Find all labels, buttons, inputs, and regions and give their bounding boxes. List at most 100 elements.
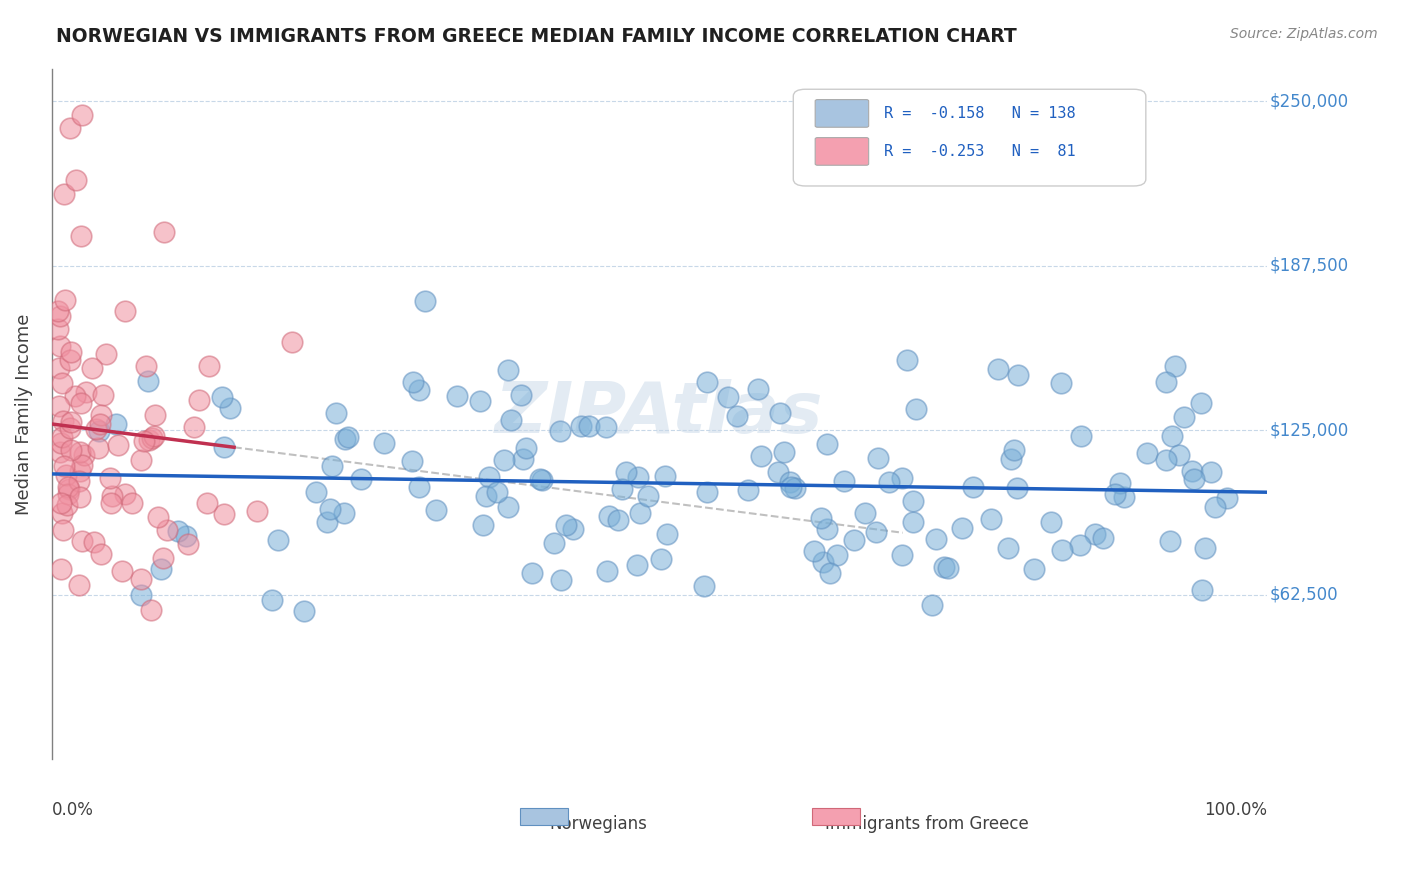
Point <box>325 406 347 420</box>
Point <box>515 441 537 455</box>
Point <box>292 604 315 618</box>
Point <box>84 422 107 436</box>
Point <box>373 435 395 450</box>
Point <box>51 436 73 450</box>
Point <box>69 444 91 458</box>
Point <box>1160 429 1182 443</box>
Point <box>337 430 360 444</box>
Point <box>51 506 73 520</box>
Point <box>468 394 491 409</box>
Point <box>67 474 90 488</box>
Point <box>138 434 160 448</box>
Point <box>87 424 110 438</box>
Point <box>141 603 163 617</box>
Point <box>114 303 136 318</box>
Point <box>305 485 328 500</box>
Point <box>415 294 437 309</box>
Point <box>48 445 70 459</box>
Point <box>149 561 172 575</box>
Point <box>550 573 572 587</box>
Point <box>65 173 87 187</box>
Point <box>197 496 219 510</box>
Point <box>1189 396 1212 410</box>
Point <box>146 509 169 524</box>
Point <box>58 482 80 496</box>
Point <box>925 533 948 547</box>
Point <box>628 506 651 520</box>
Point <box>83 534 105 549</box>
Point <box>773 445 796 459</box>
Point <box>153 226 176 240</box>
Point <box>219 401 242 416</box>
Point <box>60 442 83 457</box>
Point <box>402 375 425 389</box>
Point <box>779 475 801 490</box>
Point <box>136 374 159 388</box>
Point <box>578 418 600 433</box>
Point <box>543 536 565 550</box>
Point <box>997 541 1019 556</box>
Point <box>1092 532 1115 546</box>
Text: Source: ZipAtlas.com: Source: ZipAtlas.com <box>1230 27 1378 41</box>
Point <box>478 469 501 483</box>
Point <box>803 543 825 558</box>
Point <box>901 494 924 508</box>
Point <box>932 560 955 574</box>
Point <box>53 458 76 473</box>
Point <box>1052 543 1074 558</box>
Point <box>1159 533 1181 548</box>
Point <box>717 390 740 404</box>
Point <box>529 472 551 486</box>
Point <box>1215 491 1237 505</box>
Text: $125,000: $125,000 <box>1270 421 1350 440</box>
Point <box>868 450 890 465</box>
Point <box>281 334 304 349</box>
Point <box>1104 486 1126 500</box>
Point <box>59 120 82 135</box>
Point <box>1108 476 1130 491</box>
Point <box>1136 446 1159 460</box>
Text: Norwegians: Norwegians <box>550 814 648 833</box>
Point <box>152 551 174 566</box>
Point <box>1191 583 1213 598</box>
Text: Immigrants from Greece: Immigrants from Greece <box>825 814 1029 833</box>
Point <box>1005 481 1028 495</box>
Point <box>1181 464 1204 478</box>
Point <box>129 572 152 586</box>
Point <box>141 431 163 445</box>
Point <box>104 417 127 431</box>
Point <box>121 496 143 510</box>
Point <box>56 487 79 501</box>
Point <box>783 481 806 495</box>
Point <box>246 504 269 518</box>
Point <box>51 376 73 391</box>
Point <box>1070 429 1092 443</box>
Point <box>63 389 86 403</box>
Point <box>446 389 468 403</box>
Point <box>980 512 1002 526</box>
Point <box>96 347 118 361</box>
Point <box>100 496 122 510</box>
Point <box>844 533 866 548</box>
Point <box>747 382 769 396</box>
Point <box>1002 442 1025 457</box>
Point <box>55 467 77 482</box>
Point <box>101 489 124 503</box>
Text: 0.0%: 0.0% <box>52 801 94 819</box>
Point <box>132 434 155 448</box>
Point <box>815 437 838 451</box>
Text: $62,500: $62,500 <box>1270 586 1339 604</box>
Point <box>70 229 93 244</box>
Point <box>595 420 617 434</box>
Point <box>70 458 93 473</box>
Text: NORWEGIAN VS IMMIGRANTS FROM GREECE MEDIAN FAMILY INCOME CORRELATION CHART: NORWEGIAN VS IMMIGRANTS FROM GREECE MEDI… <box>56 27 1017 45</box>
FancyBboxPatch shape <box>793 89 1146 186</box>
Point <box>49 496 72 510</box>
Point <box>111 564 134 578</box>
Point <box>737 483 759 497</box>
Point <box>49 309 72 323</box>
Point <box>494 452 516 467</box>
Point <box>496 363 519 377</box>
FancyBboxPatch shape <box>815 100 869 128</box>
Point <box>510 388 533 402</box>
